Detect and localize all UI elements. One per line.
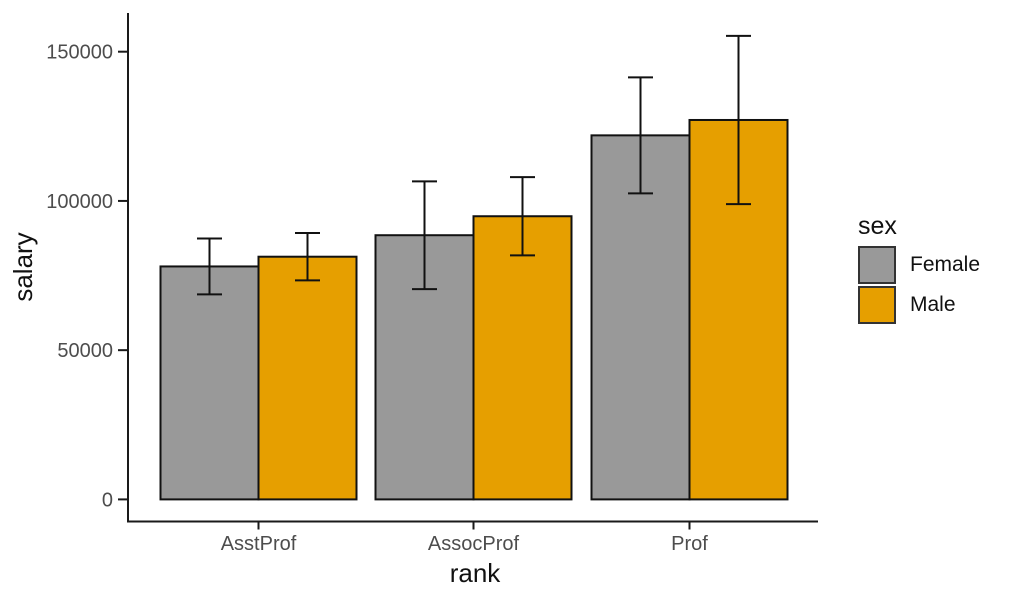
legend-item-male: Male	[858, 286, 1008, 324]
legend-label-male: Male	[910, 293, 956, 316]
legend-swatch-male	[858, 286, 896, 324]
legend-label-female: Female	[910, 253, 981, 276]
plot-area: 0 50000 100000 150000 AsstProf AssocProf Prof	[46, 13, 818, 555]
x-tick-label-assocprof: AssocProf	[428, 533, 520, 555]
legend: sex Female Male	[858, 211, 1008, 326]
x-tick-label-prof: Prof	[671, 533, 708, 555]
x-tick-label-asstprof: AsstProf	[221, 533, 297, 555]
bar-assocprof-male	[472, 215, 573, 501]
y-tick-label: 0	[102, 489, 113, 511]
x-axis-title: rank	[450, 558, 502, 588]
legend-swatch-female	[858, 246, 896, 284]
y-axis-title: salary	[8, 232, 38, 301]
bar-asstprof-male	[257, 255, 358, 501]
y-tick-label: 150000	[46, 42, 113, 64]
y-tick-label: 100000	[46, 191, 113, 213]
legend-item-female: Female	[858, 246, 1008, 284]
y-tick-label: 50000	[57, 340, 113, 362]
bar-asstprof-female	[159, 265, 260, 501]
legend-keys: Female Male	[858, 246, 1008, 324]
legend-title: sex	[858, 212, 897, 240]
